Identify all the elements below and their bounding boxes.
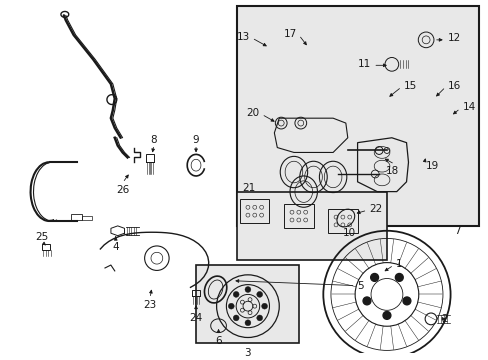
Bar [237, 192, 386, 260]
Text: 4: 4 [112, 242, 119, 252]
Bar [192, 291, 200, 296]
Circle shape [228, 303, 234, 309]
Bar [237, 6, 478, 226]
Bar [196, 265, 298, 343]
Text: 7: 7 [453, 226, 460, 236]
Circle shape [244, 287, 250, 292]
Text: 8: 8 [150, 135, 157, 145]
Circle shape [256, 292, 262, 297]
Circle shape [244, 320, 250, 326]
Text: 16: 16 [447, 81, 460, 91]
Text: 1: 1 [395, 259, 402, 269]
Text: 12: 12 [447, 33, 460, 43]
Circle shape [382, 311, 390, 319]
Text: 23: 23 [143, 300, 156, 310]
Text: 17: 17 [283, 29, 296, 39]
Bar [71, 214, 82, 220]
Text: 18: 18 [386, 166, 399, 176]
Text: 15: 15 [403, 81, 416, 91]
Text: 22: 22 [368, 204, 382, 214]
Text: 21: 21 [242, 183, 255, 193]
Text: 11: 11 [357, 59, 370, 69]
Bar [42, 244, 50, 250]
Circle shape [402, 297, 410, 305]
Circle shape [256, 315, 262, 321]
Text: 19: 19 [425, 161, 438, 171]
Text: 6: 6 [215, 336, 222, 346]
Text: 25: 25 [36, 231, 49, 242]
Text: 24: 24 [189, 313, 202, 323]
Circle shape [261, 303, 267, 309]
Circle shape [233, 292, 239, 297]
Text: 2: 2 [440, 314, 447, 324]
Text: 26: 26 [116, 185, 129, 195]
Text: 20: 20 [246, 108, 259, 118]
Text: 10: 10 [343, 228, 356, 238]
Circle shape [362, 297, 370, 305]
Text: 9: 9 [192, 135, 199, 145]
Circle shape [233, 315, 239, 321]
Text: 14: 14 [461, 102, 475, 112]
Text: 13: 13 [236, 32, 249, 42]
Text: 5: 5 [357, 280, 364, 291]
Text: 3: 3 [244, 348, 251, 358]
Circle shape [395, 274, 403, 281]
Bar [82, 216, 92, 220]
Circle shape [370, 274, 378, 281]
Bar [146, 154, 154, 162]
